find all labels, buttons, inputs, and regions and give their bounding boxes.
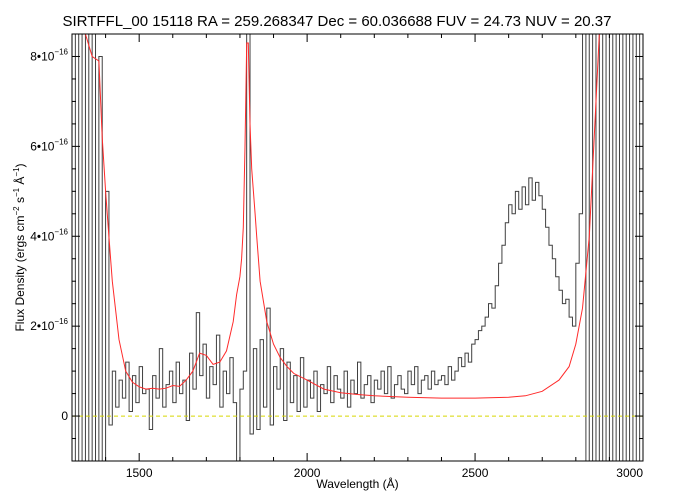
y-tick-label: 2•10−16 <box>30 317 68 333</box>
plot-frame <box>71 33 644 462</box>
y-tick-label: 8•10−16 <box>30 47 68 63</box>
x-tick-label: 2000 <box>294 466 321 480</box>
x-tick-label: 3000 <box>616 466 643 480</box>
x-tick-label: 2500 <box>462 466 489 480</box>
series-error-line <box>84 34 603 399</box>
x-axis-label: Wavelength (Å) <box>316 476 398 491</box>
y-axis-label-mid-2: Å <box>12 177 27 188</box>
series-layer <box>72 34 643 461</box>
y-axis-label-prefix: Flux Density (ergs cm <box>13 216 27 332</box>
y-tick-label: 6•10−16 <box>30 137 68 153</box>
y-axis-ticks: 0 2•10−16 4•10−16 6•10−16 8•10−16 <box>30 47 643 462</box>
y-tick-label: 4•10−16 <box>30 227 68 243</box>
x-axis-ticks: 1500 2000 2500 3000 <box>71 34 644 480</box>
y-axis-label-suffix: ) <box>13 163 27 167</box>
y-axis-label-exponent-1: −2 <box>12 206 21 216</box>
y-axis-label-mid-1: s <box>13 197 27 206</box>
y-tick-label: 0 <box>61 409 68 423</box>
series-flux-line <box>72 34 643 461</box>
y-axis-label: Flux Density (ergs cm−2 s−1 Å−1) <box>12 163 27 331</box>
chart-title: SIRTFFL_00 15118 RA = 259.268347 Dec = 6… <box>63 13 612 30</box>
x-tick-label: 1500 <box>126 466 153 480</box>
y-axis-label-exponent-2: −1 <box>12 187 21 197</box>
y-axis-label-exponent-3: −1 <box>12 167 21 177</box>
